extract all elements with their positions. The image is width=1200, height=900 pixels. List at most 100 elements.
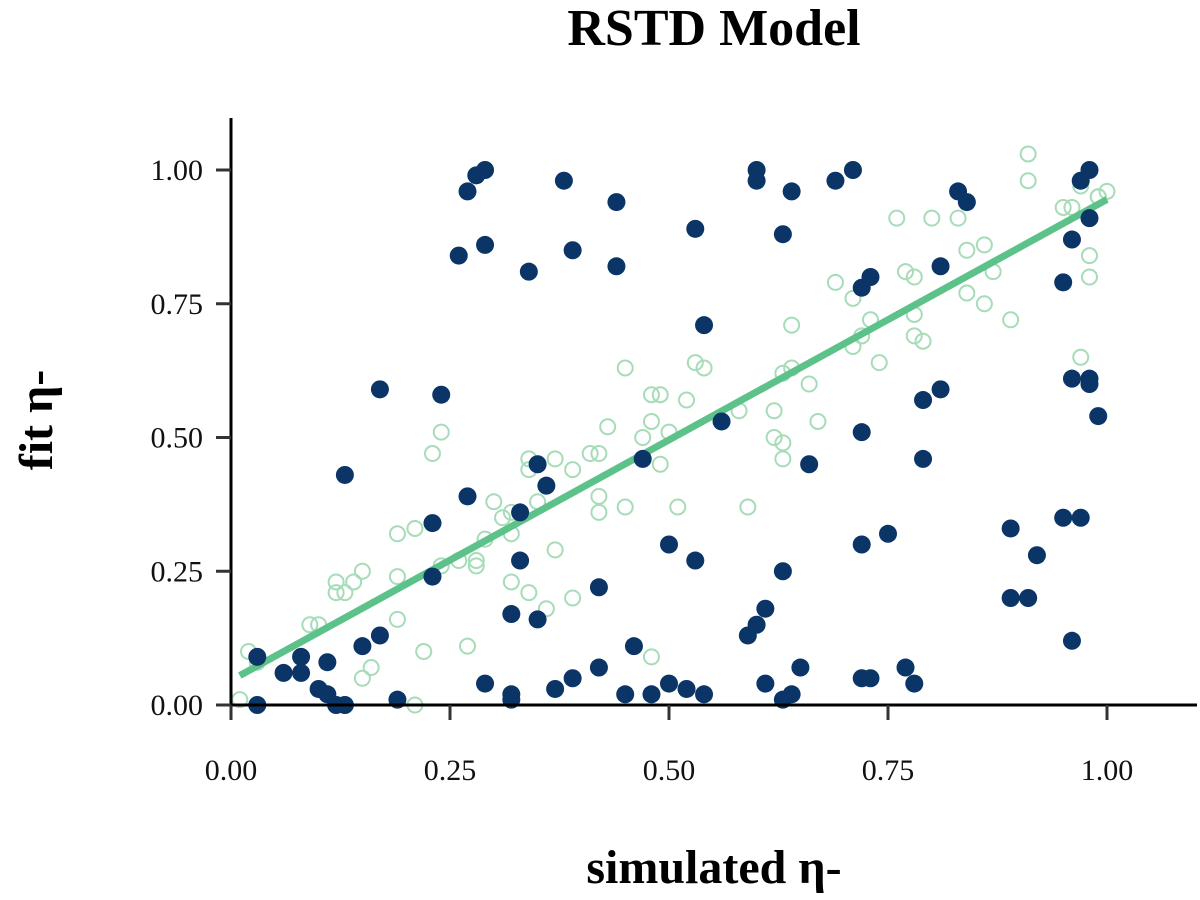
open-point (301, 616, 319, 634)
filled-point (1071, 508, 1090, 527)
filled-point (318, 653, 337, 672)
filled-point (712, 412, 731, 431)
open-point (1080, 247, 1098, 265)
filled-point (476, 161, 495, 179)
filled-point (502, 605, 521, 624)
filled-point (1062, 230, 1081, 249)
open-point (546, 541, 564, 559)
y-tick-label: 0.75 (151, 288, 204, 321)
filled-point (843, 161, 862, 179)
open-point (406, 519, 424, 537)
filled-point (686, 551, 705, 570)
filled-point (537, 476, 556, 495)
filled-point (546, 679, 565, 698)
filled-point (660, 674, 678, 693)
open-point (678, 391, 696, 409)
open-point (765, 429, 783, 446)
open-point (362, 659, 380, 677)
filled-point (458, 182, 477, 201)
filled-point (432, 385, 451, 404)
open-point (669, 498, 687, 516)
open-point (897, 263, 915, 281)
open-point (590, 503, 608, 521)
open-points-series (231, 145, 1116, 714)
open-point (826, 273, 844, 291)
open-point (809, 412, 827, 430)
filled-point (1080, 161, 1099, 179)
filled-point (1062, 631, 1081, 650)
open-point (870, 354, 888, 372)
x-axis-label: simulated η- (586, 841, 841, 894)
filled-point (1054, 508, 1073, 527)
open-point (634, 429, 652, 446)
open-point (345, 573, 363, 591)
filled-point (616, 685, 635, 704)
open-point (651, 455, 669, 473)
open-point (546, 450, 564, 468)
filled-point (695, 316, 714, 335)
filled-point (782, 182, 801, 201)
fit-line-layer (238, 196, 1109, 679)
open-point (695, 359, 713, 377)
open-point (958, 284, 976, 302)
open-point (1019, 172, 1037, 190)
filled-point (896, 658, 915, 677)
filled-point (292, 647, 311, 666)
filled-point (519, 262, 538, 281)
filled-point (791, 658, 810, 677)
open-point (599, 418, 617, 436)
x-tick-label: 0.75 (862, 754, 915, 787)
open-point (467, 552, 485, 570)
open-point (327, 584, 345, 602)
open-point (564, 461, 582, 479)
fit-line (238, 196, 1109, 679)
open-point (888, 209, 906, 227)
filled-point (800, 455, 819, 474)
filled-point (1019, 589, 1038, 607)
filled-point (773, 562, 792, 581)
x-tick-label: 0.50 (643, 754, 696, 787)
open-point (949, 209, 967, 227)
filled-point (274, 663, 293, 682)
open-point (642, 412, 660, 430)
filled-point (782, 685, 801, 704)
filled-point (931, 257, 950, 276)
open-point (905, 268, 923, 286)
open-point (502, 573, 520, 591)
y-tick-label: 0.50 (151, 422, 204, 455)
y-tick-label: 1.00 (151, 154, 204, 187)
open-point (905, 327, 923, 345)
open-point (327, 573, 345, 591)
open-point (975, 295, 993, 313)
open-point (616, 498, 634, 516)
open-point (590, 487, 608, 505)
filled-point (511, 503, 530, 522)
filled-point (686, 219, 705, 238)
open-point (485, 493, 503, 511)
filled-point (852, 535, 871, 554)
open-point (914, 332, 932, 350)
open-point (774, 434, 792, 452)
open-point (388, 610, 406, 628)
filled-point (1062, 369, 1081, 388)
open-point (388, 568, 406, 586)
filled-point (747, 615, 766, 634)
open-point (958, 241, 976, 259)
open-point (564, 589, 582, 607)
chart-title: RSTD Model (567, 0, 860, 57)
filled-point (423, 514, 442, 533)
open-point (774, 450, 792, 468)
filled-point (747, 171, 766, 190)
filled-point (607, 193, 626, 212)
filled-point (1001, 589, 1020, 607)
filled-point (852, 423, 871, 442)
x-tick-label: 0.00 (205, 754, 258, 787)
y-tick-label: 0.25 (151, 555, 204, 588)
filled-point (624, 637, 643, 656)
x-ticks: 0.00 0.25 0.50 0.75 1.00 (205, 705, 1133, 787)
filled-point (914, 449, 933, 468)
open-point (590, 445, 608, 463)
filled-point (563, 669, 582, 688)
filled-point (370, 626, 389, 645)
filled-point (607, 257, 626, 276)
